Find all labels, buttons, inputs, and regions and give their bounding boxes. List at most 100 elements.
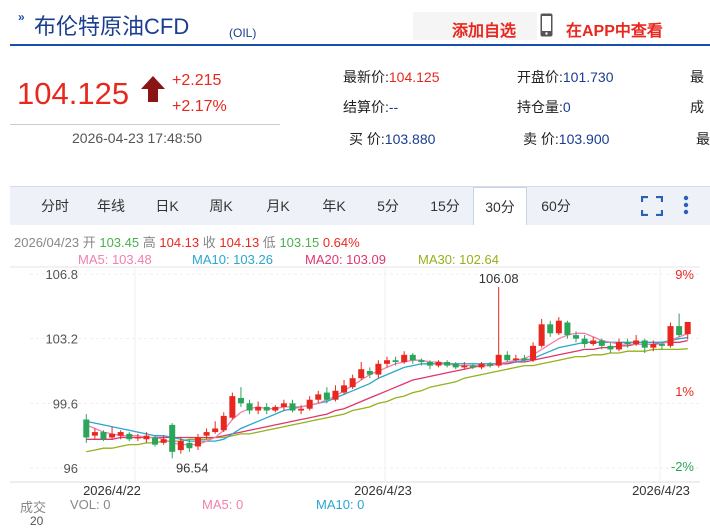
pct-value: 0.64% [322, 235, 360, 250]
volume-field-partial: 成 [690, 97, 704, 117]
candle-body [426, 362, 433, 366]
y-tick-label: 106.8 [45, 267, 78, 282]
candle-body [280, 403, 287, 407]
volume-y-tick: 20 [30, 514, 44, 528]
vol-value: VOL: 0 [70, 497, 111, 512]
candle-body [633, 340, 640, 345]
double-chevron-icon: » [18, 10, 24, 24]
low-value: 103.15 [279, 235, 320, 250]
min-annotation: 96.54 [176, 460, 209, 475]
tab-30min[interactable]: 30分 [473, 187, 527, 225]
candle-body [246, 403, 253, 411]
candle-body [461, 365, 468, 368]
ma10-line [86, 336, 688, 442]
open-price-label: 开盘价: [517, 69, 563, 85]
ma10-legend: MA10: 103.26 [192, 252, 273, 267]
ma5-legend: MA5: 103.48 [78, 252, 152, 267]
candle-body [547, 324, 554, 334]
tab-daily-k[interactable]: 日K [155, 198, 179, 214]
tab-5min[interactable]: 5分 [377, 198, 399, 214]
title-bar: » 布伦特原油CFD (OIL) 添加自选 在APP中查看 [0, 0, 710, 46]
more-menu-icon[interactable] [682, 194, 690, 216]
open-label: 开 [82, 235, 96, 250]
high-label-partial: 最 [690, 69, 704, 85]
y-pct-tick-label: 9% [675, 267, 694, 282]
candle-body [186, 442, 193, 449]
open-interest-field: 持仓量:0 [517, 97, 571, 117]
open-interest-value: 0 [562, 99, 571, 115]
candle-body [590, 340, 597, 345]
candle-body [564, 322, 571, 336]
title-divider [10, 44, 710, 46]
tab-yearly-k[interactable]: 年K [322, 198, 346, 214]
candle-body [667, 326, 674, 346]
tab-weekly-k[interactable]: 周K [209, 198, 233, 214]
ma20-line [86, 339, 688, 440]
latest-price-field: 最新价:104.125 [343, 67, 440, 87]
candle-body [495, 354, 502, 366]
tab-60min[interactable]: 60分 [541, 198, 571, 214]
extra-field-partial: 最 [696, 129, 710, 149]
ma30-legend: MA30: 102.64 [418, 252, 499, 267]
ask-price-label: 卖 价: [523, 131, 559, 147]
candle-body [349, 378, 356, 388]
tab-timeshare[interactable]: 分时 [41, 198, 69, 214]
candle-body [332, 390, 339, 400]
extra-label-partial: 最 [696, 131, 710, 147]
candle-body [375, 363, 382, 375]
candle-body [469, 365, 476, 368]
ohlc-readout: 2026/04/23 开 103.45 高 104.13 收 104.13 低 … [14, 232, 360, 251]
candle-body [315, 394, 322, 400]
period-tabs: 分时 年线 日K 周K 月K 年K 5分 15分 30分 60分 [10, 186, 710, 225]
candle-body [650, 344, 657, 348]
candle-body [306, 399, 313, 409]
candle-body [143, 435, 150, 440]
candle-body [212, 428, 219, 433]
bid-price-field: 买 价:103.880 [349, 129, 435, 149]
candle-body [109, 433, 116, 438]
symbol-code: (OIL) [229, 26, 257, 40]
add-watchlist-button[interactable]: 添加自选 [452, 23, 517, 40]
tab-15min[interactable]: 15分 [430, 198, 460, 214]
candle-body [401, 354, 408, 363]
candle-body [117, 432, 124, 436]
quote-datetime: 2026-04-23 17:48:50 [72, 130, 202, 146]
y-pct-tick-label: -2% [671, 459, 695, 474]
settle-price-field: 结算价:-- [343, 97, 398, 117]
candle-body [298, 408, 305, 411]
ohlc-date: 2026/04/23 [14, 235, 80, 250]
candle-body [160, 439, 167, 443]
high-label: 高 [142, 235, 156, 250]
candles [83, 286, 691, 459]
tab-year-line[interactable]: 年线 [97, 198, 125, 214]
candle-body [452, 363, 459, 368]
candle-body [538, 324, 545, 346]
candle-body [418, 360, 425, 363]
max-annotation: 106.08 [479, 271, 519, 286]
fullscreen-icon[interactable] [641, 196, 663, 216]
candle-body [487, 363, 494, 366]
close-label: 收 [202, 235, 216, 250]
x-tick-label: 2026/4/23 [632, 483, 690, 498]
open-price-field: 开盘价:101.730 [517, 67, 614, 87]
y-tick-label: 99.6 [53, 396, 78, 411]
view-in-app-button[interactable]: 在APP中查看 [566, 23, 663, 40]
x-tick-label: 2026/4/22 [83, 483, 141, 498]
candle-body [615, 342, 622, 350]
candle-body [220, 415, 227, 431]
candle-body [169, 424, 176, 452]
low-label: 低 [262, 235, 276, 250]
volume-label-partial: 成 [690, 99, 704, 115]
arrow-up-icon [141, 76, 165, 102]
ask-price-field: 卖 价:103.900 [523, 129, 609, 149]
tab-monthly-k[interactable]: 月K [266, 198, 290, 214]
price-change: +2.215 [172, 72, 222, 89]
candle-body [272, 406, 279, 411]
kline-chart[interactable]: 106.8 103.2 99.6 96 9% 1% -2% 2026/4/22 2026/4/2… [0, 262, 710, 498]
bid-price-value: 103.880 [384, 131, 436, 147]
candle-body [392, 360, 399, 363]
high-value: 104.13 [159, 235, 200, 250]
vol-ma10: MA10: 0 [316, 497, 365, 512]
candle-body [263, 406, 270, 411]
close-value: 104.13 [219, 235, 260, 250]
